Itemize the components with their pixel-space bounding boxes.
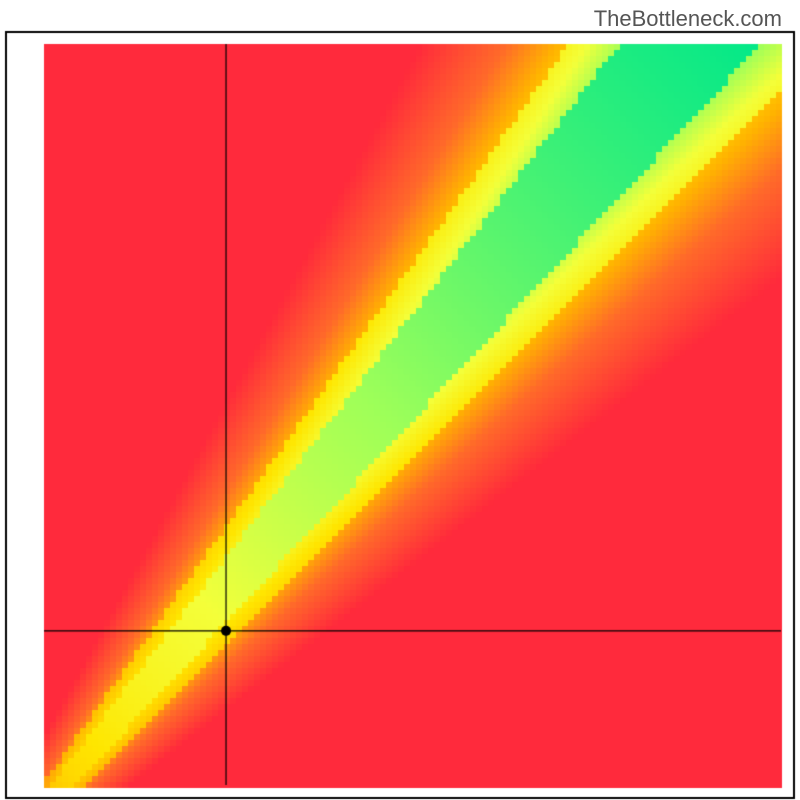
chart-container: TheBottleneck.com xyxy=(0,0,800,800)
watermark-text: TheBottleneck.com xyxy=(594,6,782,32)
heatmap-canvas xyxy=(0,0,800,800)
